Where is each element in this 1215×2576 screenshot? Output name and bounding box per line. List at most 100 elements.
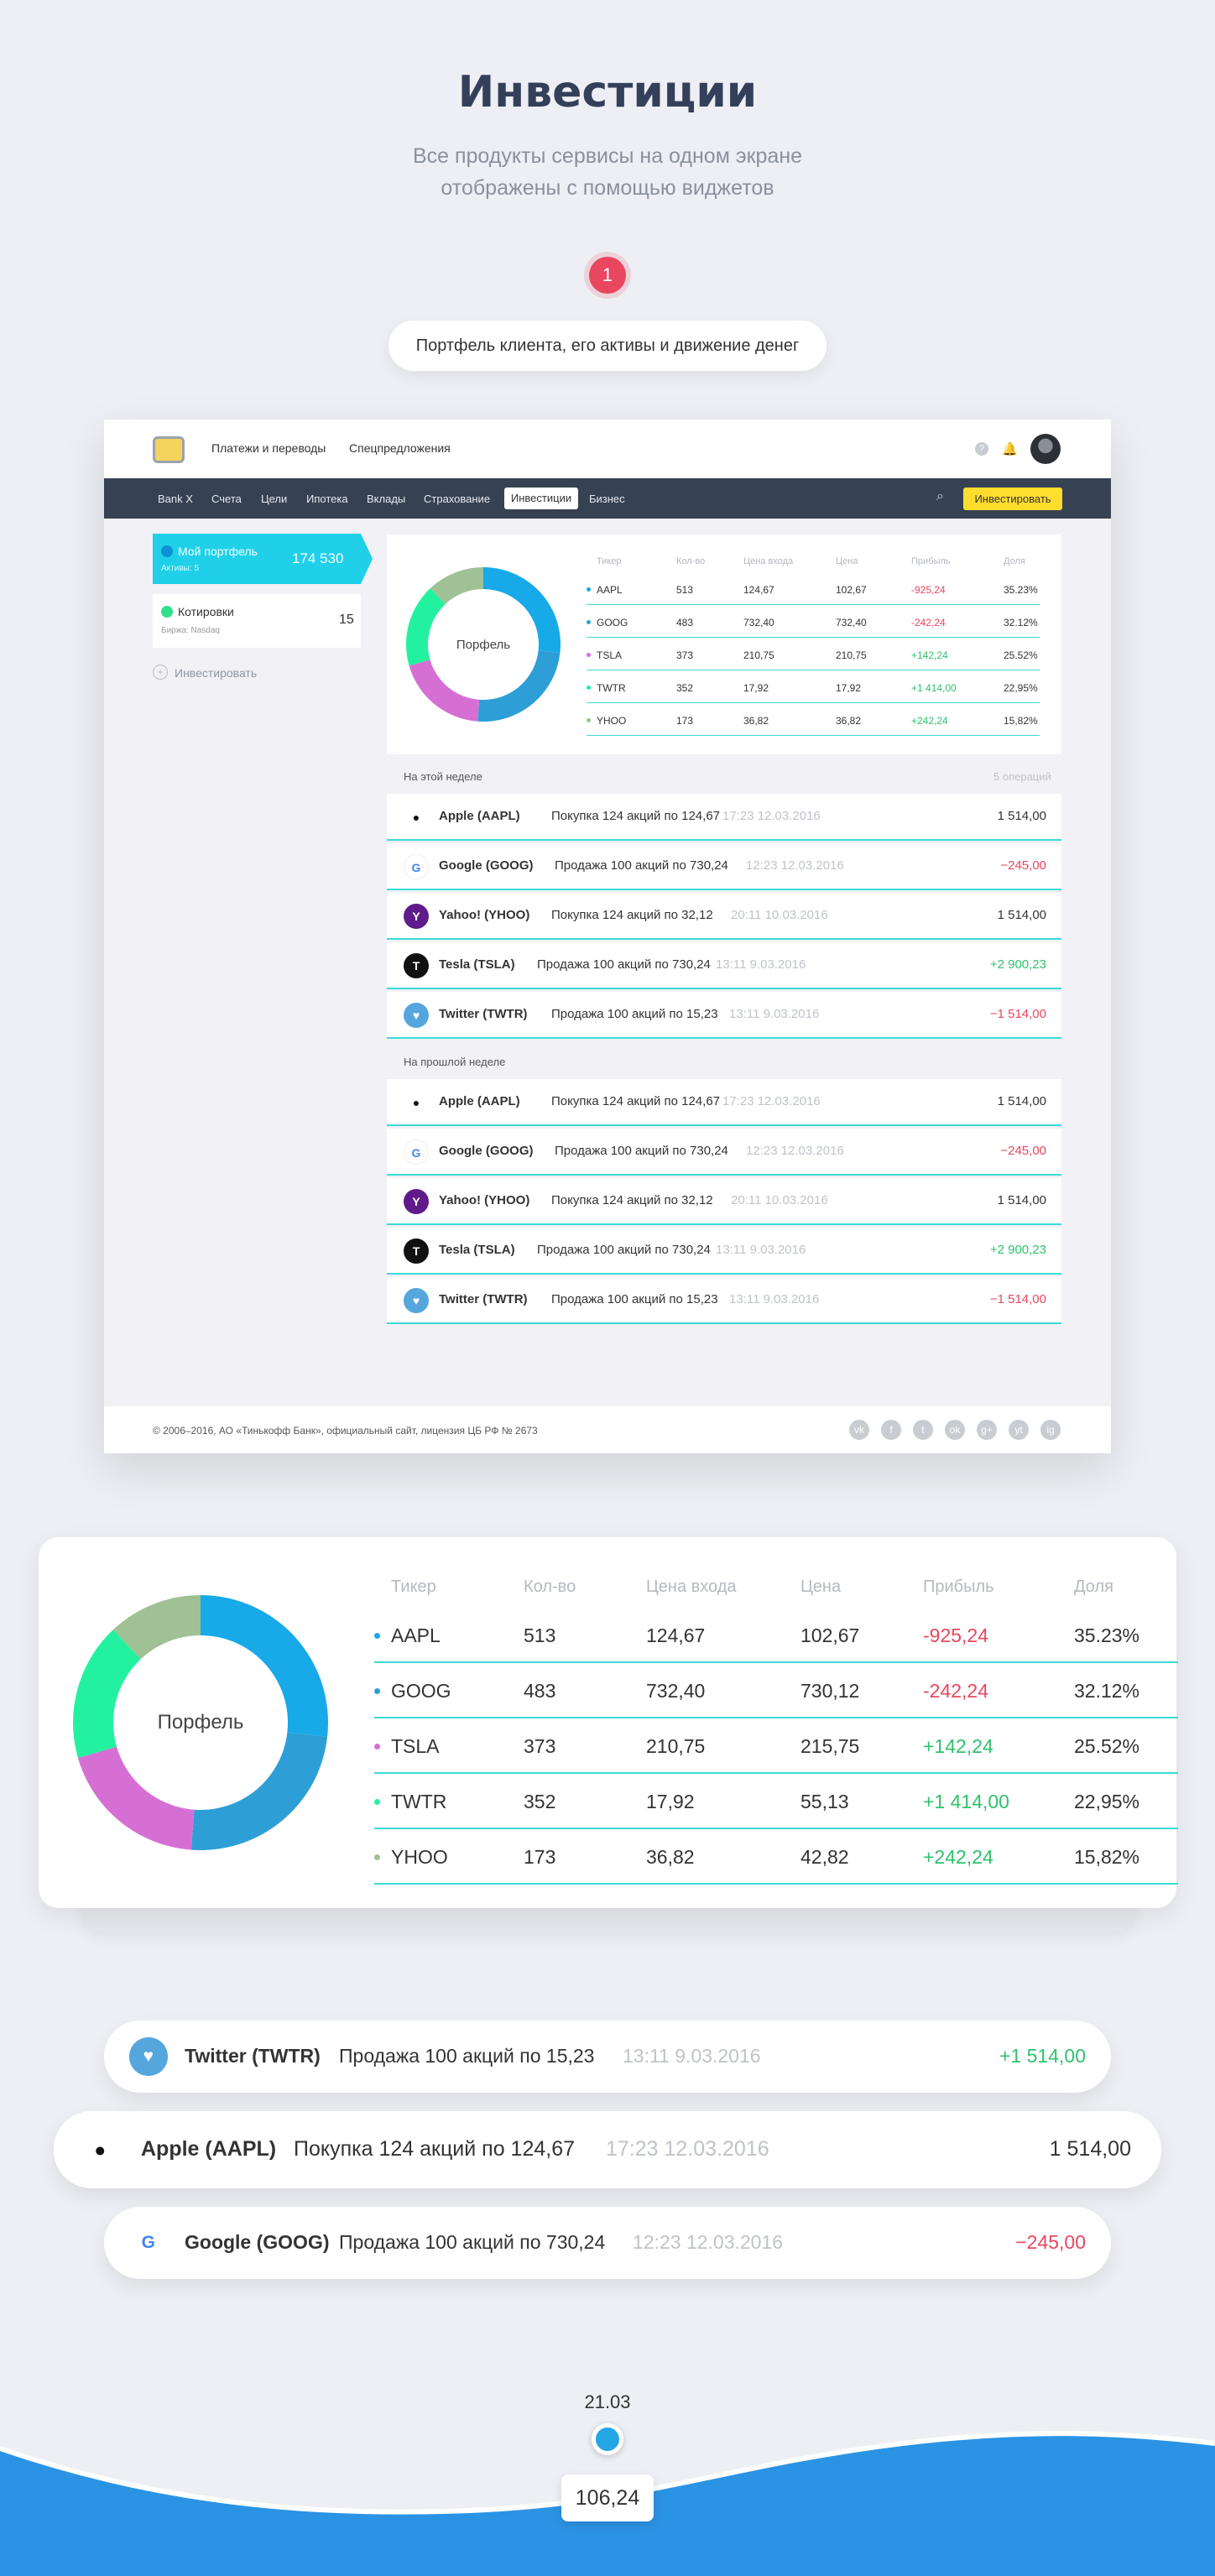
bell-icon[interactable]: 🔔 [1002, 442, 1018, 456]
transaction-row[interactable]: T Tesla (TSLA) Продажа 100 акций по 730,24… [387, 1228, 1061, 1275]
holding-qty: 373 [676, 649, 694, 661]
col-header-ticker: Тикер [391, 1577, 436, 1596]
sidebar-item-portfolio[interactable]: Мой портфель Активы: 5 174 530 [153, 534, 373, 584]
donut-slice-yhoo[interactable] [430, 567, 483, 604]
social-icon-yt[interactable]: yt [1009, 1420, 1029, 1440]
social-icon-gplus[interactable]: g+ [977, 1420, 997, 1440]
holding-row[interactable]: TSLA 373 210,75 215,75 +142,24 25.52% [374, 1718, 1178, 1774]
holding-profit: +1 414,00 [911, 682, 957, 694]
transaction-row[interactable]: ● Apple (AAPL) Покупка 124 акций по 124,67… [387, 794, 1061, 841]
page-subtitle: отображены с помощью виджетов [441, 176, 774, 200]
portfolio-widget-large: Порфель Тикер Кол-во Цена входа Цена При… [39, 1537, 1178, 1908]
holding-profit: -925,24 [911, 584, 946, 596]
transaction-amount: 1 514,00 [1049, 2137, 1131, 2161]
nav-item-insurance[interactable]: Страхование [424, 493, 491, 505]
help-icon[interactable]: ? [975, 442, 988, 456]
col-header-entry: Цена входа [743, 556, 794, 566]
nav-item-deposits[interactable]: Вклады [367, 493, 406, 505]
transaction-company: Yahoo! (YHOO) [439, 908, 530, 922]
social-icon-t[interactable]: t [913, 1420, 933, 1440]
transaction-company: Google (GOOG) [439, 858, 534, 873]
this-week-count: 5 операций [993, 770, 1051, 783]
series-dot [587, 718, 591, 722]
donut-slice-tsla[interactable] [409, 660, 480, 722]
bank-logo[interactable] [153, 436, 185, 463]
transaction-amount: +2 900,23 [989, 1243, 1046, 1257]
donut-slice-twtr[interactable] [73, 1630, 141, 1758]
holding-share: 25.52% [1004, 649, 1038, 661]
transaction-row[interactable]: T Tesla (TSLA) Продажа 100 акций по 730,24… [387, 942, 1061, 989]
transaction-time: 13:11 9.03.2016 [729, 1292, 820, 1306]
holding-profit: -925,24 [923, 1624, 989, 1646]
holding-ticker: TWTR [391, 1791, 447, 1812]
holding-row[interactable]: TWTR 352 17,92 17,92 +1 414,00 22,95% [587, 671, 1040, 703]
plus-icon[interactable]: + [153, 665, 168, 680]
main-nav: Bank X Счета Цели Ипотека Вклады Страхов… [104, 478, 1111, 519]
nav-item-investments[interactable]: Инвестиции [504, 488, 578, 509]
sidebar-invest-link[interactable]: Инвестировать [175, 666, 258, 680]
transaction-description: Продажа 100 акций по 730,24 [537, 1243, 711, 1257]
holding-row[interactable]: GOOG 483 732,40 732,40 -242,24 32.12% [587, 606, 1040, 638]
transaction-company: Twitter (TWTR) [185, 2045, 321, 2068]
donut-slice-aapl[interactable] [483, 567, 561, 654]
avatar[interactable] [1030, 434, 1061, 464]
transaction-row[interactable]: Y Yahoo! (YHOO) Покупка 124 акций по 32,12… [387, 1178, 1061, 1225]
chart-value-tooltip: 106,24 [561, 2474, 654, 2521]
yahoo-icon: Y [404, 904, 429, 929]
search-icon[interactable]: ⌕ [936, 489, 944, 503]
sidebar-item-quotes[interactable]: Котировки Биржа: Nasdaq 15 [153, 594, 361, 648]
topbar-link-offers[interactable]: Спецпредложения [349, 441, 451, 455]
holding-row[interactable]: TSLA 373 210,75 210,75 +142,24 25.52% [587, 639, 1040, 670]
transaction-row[interactable]: G Google (GOOG) Продажа 100 акций по 730,2… [387, 1129, 1061, 1176]
holding-entry: 17,92 [743, 682, 769, 694]
transaction-amount: +1 514,00 [999, 2045, 1086, 2068]
holding-qty: 483 [524, 1680, 556, 1702]
social-icon-ok[interactable]: ok [945, 1420, 965, 1440]
transaction-row[interactable]: ● Apple (AAPL) Покупка 124 акций по 124,67… [387, 1079, 1061, 1126]
transaction-time: 12:23 12.03.2016 [746, 1144, 844, 1158]
transaction-row[interactable]: G Google (GOOG) Продажа 100 акций по 730,2… [387, 843, 1061, 890]
chart-handle[interactable] [592, 2423, 623, 2455]
donut-slice-goog[interactable] [190, 1732, 328, 1850]
holding-row[interactable]: AAPL 513 124,67 102,67 -925,24 35.23% [587, 573, 1040, 605]
social-icon-vk[interactable]: vk [849, 1420, 869, 1440]
holding-row[interactable]: GOOG 483 732,40 730,12 -242,24 32.12% [374, 1663, 1178, 1718]
donut-slice-aapl[interactable] [201, 1595, 328, 1737]
holding-row[interactable]: YHOO 173 36,82 36,82 +242,24 15,82% [587, 704, 1040, 736]
transaction-row[interactable]: ♥ Twitter (TWTR) Продажа 100 акций по 15,2… [387, 1277, 1061, 1324]
holding-row[interactable]: AAPL 513 124,67 102,67 -925,24 35.23% [374, 1608, 1178, 1663]
holding-row[interactable]: YHOO 173 36,82 42,82 +242,24 15,82% [374, 1829, 1178, 1885]
donut-slice-goog[interactable] [477, 650, 561, 722]
nav-item-mortgage[interactable]: Ипотека [306, 493, 348, 505]
nav-item-business[interactable]: Бизнес [589, 493, 625, 505]
social-icon-ig[interactable]: ig [1040, 1420, 1061, 1440]
last-week-label: На прошлой неделе [404, 1056, 506, 1068]
holding-qty: 173 [676, 715, 694, 727]
section-caption-pill: Портфель клиента, его активы и движение … [388, 321, 827, 371]
holding-profit: -242,24 [911, 617, 946, 628]
transaction-description: Продажа 100 акций по 730,24 [555, 858, 728, 873]
transaction-card[interactable]: ♥ Twitter (TWTR) Продажа 100 акций по 15,2… [104, 2021, 1111, 2093]
series-dot [587, 653, 591, 657]
col-header-share: Доля [1004, 556, 1025, 566]
transaction-card[interactable]: G Google (GOOG) Продажа 100 акций по 730,2… [104, 2207, 1111, 2279]
topbar-link-payments[interactable]: Платежи и переводы [211, 441, 326, 455]
holding-row[interactable]: TWTR 352 17,92 55,13 +1 414,00 22,95% [374, 1774, 1178, 1829]
holding-price: 210,75 [836, 649, 867, 661]
invest-button[interactable]: Инвестировать [963, 488, 1062, 510]
chart-date-label: 21.03 [584, 2391, 631, 2412]
page-title: Инвестиции [457, 67, 758, 117]
nav-item-accounts[interactable]: Счета [211, 493, 242, 505]
donut-slice-yhoo[interactable] [112, 1595, 201, 1660]
transaction-row[interactable]: ♥ Twitter (TWTR) Продажа 100 акций по 15,2… [387, 992, 1061, 1039]
transaction-card[interactable]: ● Apple (AAPL) Покупка 124 акций по 124,67… [54, 2111, 1161, 2188]
transaction-row[interactable]: Y Yahoo! (YHOO) Покупка 124 акций по 32,12… [387, 893, 1061, 940]
social-icon-f[interactable]: f [881, 1420, 901, 1440]
nav-item-goals[interactable]: Цели [261, 493, 288, 505]
col-header-ticker: Тикер [597, 556, 622, 566]
transaction-description: Продажа 100 акций по 15,23 [551, 1007, 718, 1021]
donut-slice-twtr[interactable] [406, 588, 446, 666]
holding-ticker: YHOO [391, 1846, 448, 1868]
nav-item-bankx[interactable]: Bank X [158, 493, 193, 505]
donut-slice-tsla[interactable] [77, 1746, 195, 1850]
